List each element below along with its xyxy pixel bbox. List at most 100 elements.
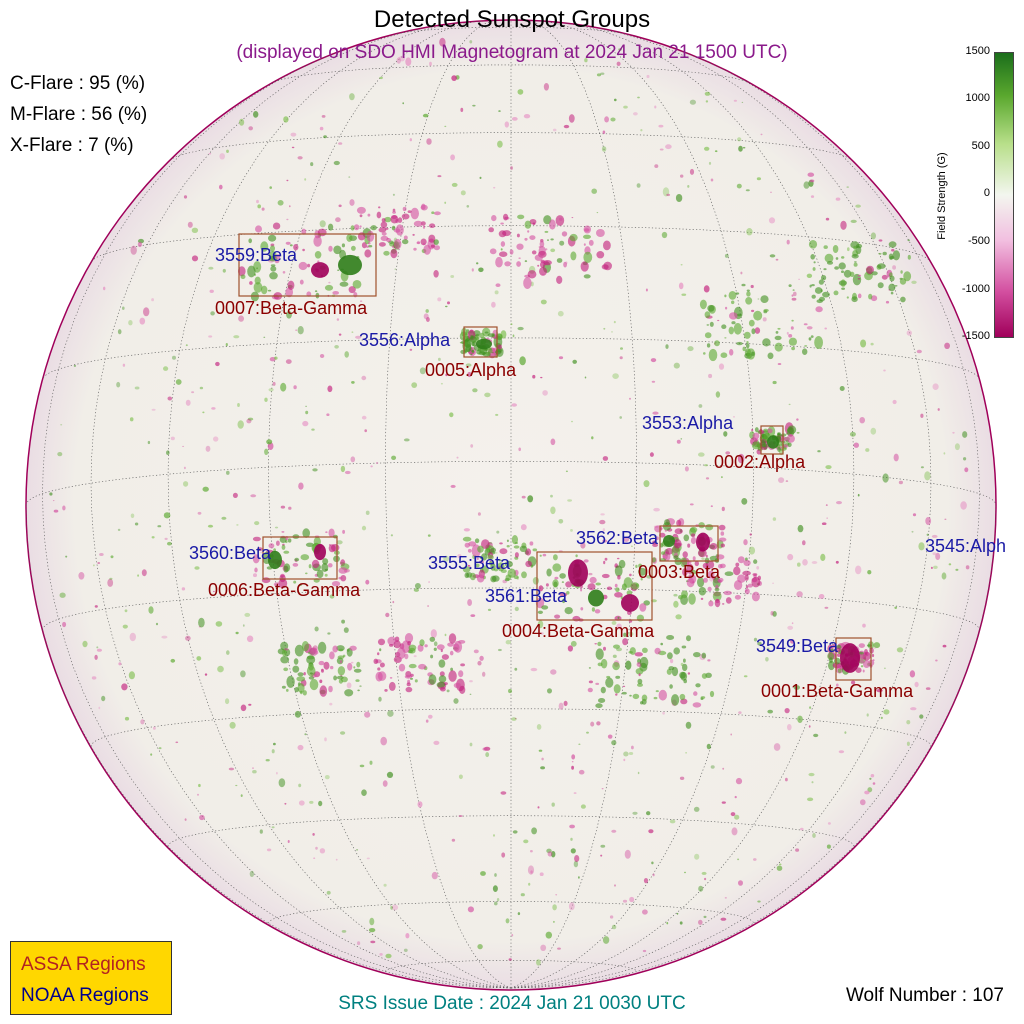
field-patch [588, 667, 592, 669]
field-patch [202, 411, 205, 414]
field-patch [574, 855, 580, 862]
field-patch [392, 193, 395, 196]
field-patch [528, 882, 531, 886]
field-patch [122, 363, 126, 367]
colorbar-tick: 1000 [965, 92, 990, 104]
field-patch [250, 494, 257, 498]
field-patch [792, 289, 795, 291]
field-patch [279, 536, 287, 543]
field-patch [746, 291, 751, 297]
field-patch [772, 517, 777, 521]
field-patch [811, 561, 818, 564]
field-patch [311, 262, 329, 278]
field-patch [843, 269, 852, 278]
field-patch [718, 363, 725, 370]
field-patch [729, 349, 734, 356]
field-patch [705, 477, 710, 480]
field-patch [215, 621, 223, 627]
field-patch [439, 671, 445, 677]
field-patch [96, 648, 102, 652]
field-patch [700, 696, 706, 699]
field-patch [134, 522, 139, 526]
field-patch [837, 668, 842, 673]
field-patch [757, 900, 761, 903]
field-patch [319, 848, 326, 854]
field-patch [583, 251, 593, 263]
field-patch [600, 658, 608, 669]
field-patch [681, 590, 688, 599]
field-patch [609, 915, 614, 919]
field-patch [706, 568, 709, 572]
field-patch [835, 560, 839, 564]
field-patch [550, 248, 556, 253]
field-patch [97, 562, 101, 564]
field-patch [952, 431, 955, 434]
field-patch [612, 662, 620, 671]
field-patch [338, 142, 343, 145]
field-patch [163, 512, 171, 519]
field-patch [641, 694, 648, 702]
field-patch [498, 110, 501, 112]
field-patch [344, 351, 350, 358]
field-patch [746, 341, 749, 344]
field-patch [900, 270, 903, 274]
field-patch [583, 559, 589, 563]
field-patch [909, 670, 916, 678]
field-patch [866, 265, 874, 275]
field-patch [377, 638, 386, 646]
noaa-label-3559: 3559:Beta [215, 245, 298, 265]
field-patch [402, 102, 405, 105]
field-patch [583, 243, 586, 246]
field-patch [867, 652, 870, 656]
field-patch [733, 580, 743, 591]
field-patch [52, 500, 55, 502]
field-patch [800, 827, 804, 831]
field-patch [601, 788, 604, 790]
field-patch [709, 321, 714, 327]
field-patch [559, 573, 566, 579]
field-patch [826, 261, 834, 265]
field-patch [439, 37, 446, 47]
field-patch [280, 382, 287, 392]
field-patch [494, 873, 497, 877]
field-patch [531, 827, 537, 835]
field-patch [392, 600, 395, 604]
field-patch [391, 455, 397, 460]
field-patch [549, 219, 556, 230]
field-patch [960, 501, 967, 510]
field-patch [247, 417, 254, 421]
field-patch [263, 336, 266, 338]
field-patch [318, 800, 323, 807]
field-patch [625, 660, 632, 670]
field-patch [646, 74, 650, 79]
field-patch [511, 535, 518, 545]
field-patch [449, 650, 454, 656]
field-patch [762, 338, 771, 347]
field-patch [708, 600, 714, 607]
field-patch [298, 261, 308, 271]
field-patch [479, 332, 485, 339]
field-patch [857, 493, 860, 497]
field-patch [673, 600, 679, 608]
field-patch [353, 668, 362, 673]
field-patch [807, 797, 814, 802]
field-patch [379, 76, 383, 80]
field-patch [774, 335, 782, 341]
field-patch [754, 427, 759, 433]
field-patch [749, 533, 752, 536]
field-patch [820, 553, 826, 562]
field-patch [510, 166, 513, 170]
field-patch [550, 238, 554, 241]
field-patch [398, 663, 406, 672]
field-patch [128, 671, 135, 680]
field-patch [784, 708, 790, 714]
field-patch [580, 542, 586, 549]
field-patch [769, 254, 776, 258]
field-patch [324, 573, 328, 577]
colorbar-tick: 1500 [965, 45, 990, 57]
field-patch [686, 635, 691, 642]
field-patch [536, 724, 542, 730]
field-patch [364, 711, 371, 718]
field-patch [734, 814, 740, 820]
field-patch [893, 453, 899, 462]
